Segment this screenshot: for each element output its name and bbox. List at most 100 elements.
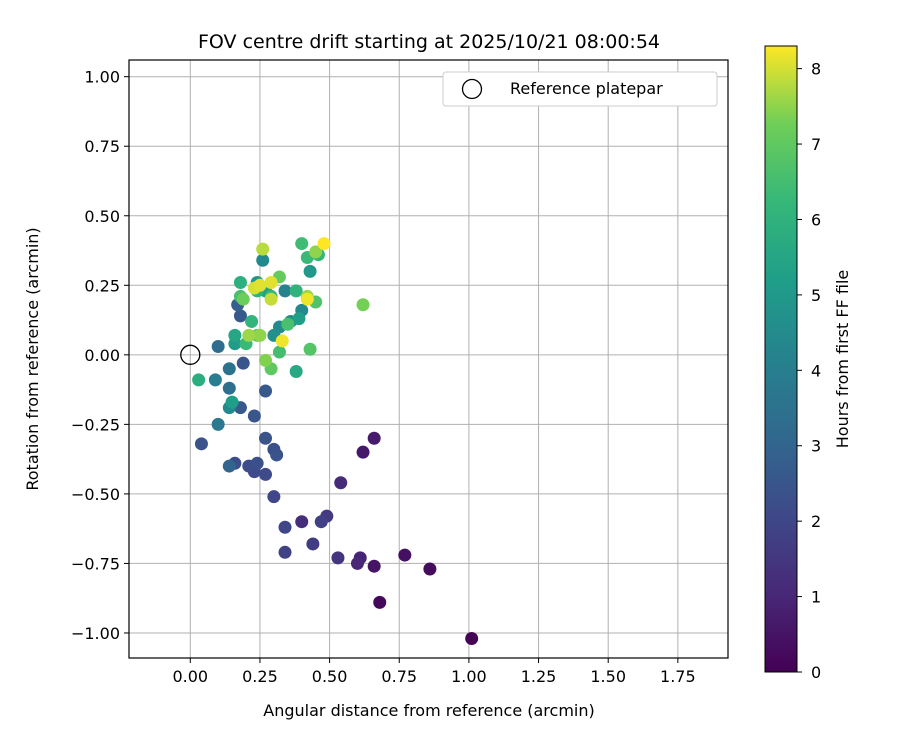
data-point — [233, 276, 247, 290]
data-point — [264, 276, 278, 290]
data-point — [222, 459, 236, 473]
data-point — [275, 334, 289, 348]
data-point — [306, 537, 320, 551]
x-tick-label: 1.00 — [451, 667, 487, 686]
data-point — [350, 556, 364, 570]
data-point — [300, 292, 314, 306]
legend-entry-reference: Reference platepar — [510, 79, 663, 98]
data-point — [309, 245, 323, 259]
data-point — [253, 278, 267, 292]
data-point — [211, 417, 225, 431]
y-tick-label: 0.25 — [84, 276, 120, 295]
data-point — [259, 467, 273, 481]
data-point — [423, 562, 437, 576]
data-point — [295, 515, 309, 529]
data-point — [259, 384, 273, 398]
y-tick-label: 0.75 — [84, 137, 120, 156]
data-point — [222, 362, 236, 376]
colorbar-tick-label: 2 — [811, 512, 821, 531]
colorbar-tick-label: 4 — [811, 361, 821, 380]
data-point — [367, 431, 381, 445]
data-point — [242, 328, 256, 342]
data-point — [259, 353, 273, 367]
data-point — [208, 373, 222, 387]
plot-frame — [128, 59, 729, 659]
grid-lines — [129, 60, 728, 658]
y-tick-label: −0.75 — [71, 554, 120, 573]
data-point — [272, 345, 286, 359]
data-point — [278, 545, 292, 559]
chart-title: FOV centre drift starting at 2025/10/21 … — [198, 31, 660, 53]
x-tick-label: 0.75 — [381, 667, 417, 686]
data-point — [256, 253, 270, 267]
data-point — [192, 373, 206, 387]
reference-point-marker — [180, 344, 201, 365]
data-point — [228, 328, 242, 342]
colorbar-tick-label: 0 — [811, 663, 821, 682]
data-point — [194, 437, 208, 451]
y-tick-label: 0.00 — [84, 346, 120, 365]
data-point — [281, 317, 295, 331]
data-point — [331, 551, 345, 565]
data-point — [278, 520, 292, 534]
data-point — [267, 490, 281, 504]
y-tick-label: 0.50 — [84, 207, 120, 226]
data-point — [247, 409, 261, 423]
x-tick-label: 0.00 — [172, 667, 208, 686]
x-tick-label: 1.50 — [590, 667, 626, 686]
x-tick-label: 1.25 — [521, 667, 557, 686]
x-tick-label: 0.25 — [242, 667, 278, 686]
data-point — [289, 284, 303, 298]
colorbar-ticks: 0 1 2 3 4 5 6 7 8 — [797, 60, 821, 682]
y-tick-label: 1.00 — [84, 68, 120, 87]
colorbar-tick-label: 1 — [811, 588, 821, 607]
legend: Reference platepar — [442, 71, 718, 107]
y-tick-label: −0.50 — [71, 485, 120, 504]
scatter-points — [192, 237, 479, 646]
x-axis-ticks: 0.00 0.25 0.50 0.75 1.00 1.25 1.50 1.75 — [172, 658, 696, 686]
x-tick-label: 0.50 — [312, 667, 348, 686]
legend-box — [442, 71, 718, 107]
data-point — [250, 456, 264, 470]
legend-marker-icon — [461, 78, 483, 100]
reference-marker — [180, 344, 201, 365]
y-tick-label: −0.25 — [71, 415, 120, 434]
data-point — [236, 292, 250, 306]
data-point — [270, 448, 284, 462]
data-point — [465, 632, 479, 646]
colorbar-tick-label: 7 — [811, 135, 821, 154]
x-axis-label: Angular distance from reference (arcmin) — [263, 701, 594, 720]
data-point — [292, 312, 306, 326]
data-point — [314, 515, 328, 529]
data-point — [334, 476, 348, 490]
y-tick-label: −1.00 — [71, 624, 120, 643]
data-point — [289, 365, 303, 379]
colorbar — [764, 45, 798, 673]
data-point — [317, 237, 331, 251]
data-point — [356, 298, 370, 312]
data-point — [373, 595, 387, 609]
colorbar-tick-label: 5 — [811, 286, 821, 305]
colorbar-tick-label: 3 — [811, 437, 821, 456]
data-point — [278, 284, 292, 298]
data-point — [211, 339, 225, 353]
data-point — [264, 292, 278, 306]
data-point — [356, 445, 370, 459]
data-point — [253, 328, 267, 342]
data-point — [295, 237, 309, 251]
data-point — [259, 431, 273, 445]
data-point — [398, 548, 412, 562]
colorbar-label: Hours from first FF file — [833, 270, 852, 449]
colorbar-tick-label: 6 — [811, 210, 821, 229]
data-point — [367, 559, 381, 573]
y-axis-label: Rotation from reference (arcmin) — [23, 227, 42, 490]
x-tick-label: 1.75 — [660, 667, 696, 686]
data-point — [245, 314, 259, 328]
data-point — [256, 242, 270, 256]
data-point — [233, 309, 247, 323]
y-axis-ticks: −1.00 −0.75 −0.50 −0.25 0.00 0.25 0.50 0.75 1.00 — [71, 68, 129, 643]
data-point — [303, 264, 317, 278]
data-point — [236, 356, 250, 370]
colorbar-tick-label: 8 — [811, 60, 821, 79]
